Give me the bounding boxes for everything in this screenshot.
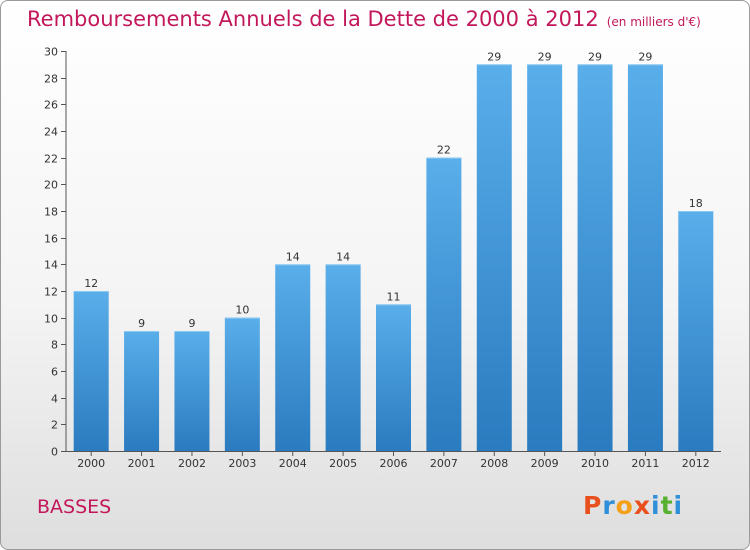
bar-2012 [678, 211, 714, 451]
y-tick-label: 20 [44, 179, 58, 192]
y-tick-label: 8 [51, 339, 58, 352]
value-label-2011: 29 [638, 50, 652, 63]
brand-letter: t [660, 491, 674, 520]
bar-2005 [325, 264, 361, 451]
value-label-2000: 12 [84, 277, 98, 290]
bar-2010 [577, 64, 613, 452]
bar-2002 [174, 331, 210, 451]
value-label-2002: 9 [188, 317, 195, 330]
y-tick-label: 28 [44, 73, 58, 86]
value-label-2008: 29 [487, 50, 501, 63]
x-tick-label-2008: 2008 [480, 457, 508, 470]
commune-name: BASSES [37, 496, 112, 518]
value-label-2009: 29 [538, 50, 552, 63]
x-tick-label-2004: 2004 [279, 457, 307, 470]
value-label-2010: 29 [588, 50, 602, 63]
proxiti-logo: Proxiti [583, 491, 683, 520]
value-label-2003: 10 [235, 304, 249, 317]
bar-2007 [426, 157, 462, 451]
x-tick-label-2009: 2009 [531, 457, 559, 470]
x-tick-label-2010: 2010 [581, 457, 609, 470]
brand-letter: P [583, 491, 603, 520]
x-tick-label-2012: 2012 [682, 457, 710, 470]
x-tick-label-2005: 2005 [329, 457, 357, 470]
bar-2009 [527, 64, 563, 452]
bar-2001 [124, 331, 160, 451]
x-tick-label-2007: 2007 [430, 457, 458, 470]
x-tick-label-2000: 2000 [77, 457, 105, 470]
x-tick-label-2002: 2002 [178, 457, 206, 470]
y-tick-label: 22 [44, 153, 58, 166]
brand-letter: i [673, 491, 684, 520]
y-tick-label: 14 [44, 259, 58, 272]
x-tick-label-2011: 2011 [631, 457, 659, 470]
bar-2000 [73, 291, 109, 451]
y-tick-label: 0 [51, 446, 58, 459]
y-tick-label: 6 [51, 366, 58, 379]
chart-title: Remboursements Annuels de la Dette de 20… [27, 7, 701, 31]
value-label-2005: 14 [336, 250, 350, 263]
y-tick-label: 16 [44, 233, 58, 246]
y-tick-label: 24 [44, 126, 58, 139]
y-tick-label: 2 [51, 419, 58, 432]
y-tick-label: 4 [51, 393, 58, 406]
x-tick-label-2003: 2003 [228, 457, 256, 470]
brand-letter: o [615, 491, 634, 520]
y-tick-label: 10 [44, 313, 58, 326]
value-label-2007: 22 [437, 144, 451, 157]
brand-letter: x [633, 491, 651, 520]
bar-2008 [476, 64, 512, 452]
value-label-2012: 18 [689, 197, 703, 210]
brand-letter: r [602, 491, 616, 520]
x-tick-label-2001: 2001 [128, 457, 156, 470]
brand-letter: i [651, 491, 661, 520]
y-tick-label: 12 [44, 286, 58, 299]
y-tick-label: 30 [44, 46, 58, 59]
bar-2006 [376, 304, 411, 451]
x-tick-label-2006: 2006 [380, 457, 408, 470]
y-tick-label: 18 [44, 206, 58, 219]
y-tick-label: 26 [44, 99, 58, 112]
value-label-2001: 9 [138, 317, 145, 330]
bar-2011 [627, 64, 663, 452]
bar-2003 [224, 317, 260, 451]
value-label-2004: 14 [286, 250, 300, 263]
chart-unit: (en milliers d'€) [606, 15, 701, 29]
bar-2004 [275, 264, 311, 451]
value-label-2006: 11 [387, 290, 401, 303]
